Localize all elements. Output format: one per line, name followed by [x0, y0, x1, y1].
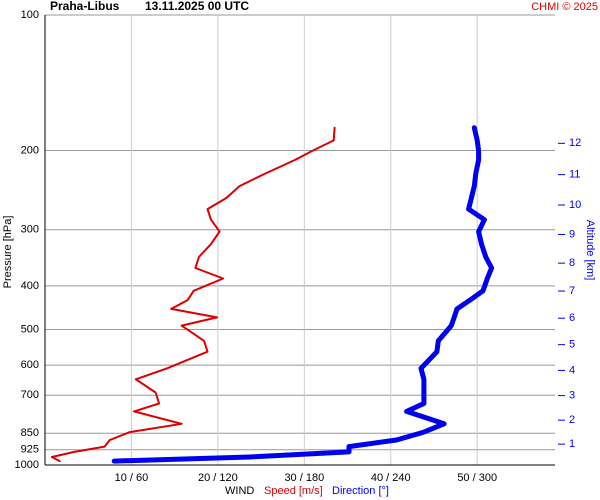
x-axis-label: WIND	[225, 485, 254, 497]
y2-tick-label: 10	[569, 199, 581, 211]
y-tick-label: 300	[21, 224, 39, 236]
y2-tick-label: 9	[569, 228, 575, 240]
y-tick-label: 100	[21, 9, 39, 21]
y-tick-label: 600	[21, 359, 39, 371]
y2-tick-label: 11	[569, 169, 580, 181]
y2-tick-label: 12	[569, 137, 581, 149]
y2-tick-label: 4	[569, 364, 575, 376]
y2-tick-label: 7	[569, 285, 575, 297]
y2-tick-label: 8	[569, 257, 575, 269]
chart-subtitle: 13.11.2025 00 UTC	[145, 0, 249, 13]
x-tick-label: 40 / 240	[371, 472, 411, 484]
legend-entry: Speed [m/s]	[264, 485, 323, 497]
x-tick-label: 10 / 60	[115, 472, 149, 484]
y2-tick-label: 2	[569, 414, 575, 426]
y2-tick-label: 6	[569, 312, 575, 324]
y2-tick-label: 5	[569, 339, 575, 351]
series-line	[111, 125, 495, 464]
y-tick-label: 700	[21, 389, 39, 401]
series-line	[50, 126, 336, 463]
chart-title: Praha-Libus	[50, 0, 120, 13]
x-tick-label: 50 / 300	[457, 472, 497, 484]
y-tick-label: 200	[21, 144, 39, 156]
credit: CHMI © 2025	[531, 1, 598, 13]
x-tick-label: 20 / 120	[198, 472, 238, 484]
y2-tick-label: 1	[569, 438, 575, 450]
y2-tick-label: 3	[569, 390, 575, 402]
y-tick-label: 1000	[15, 459, 39, 471]
y-tick-label: 925	[21, 444, 39, 456]
y-tick-label: 500	[21, 323, 39, 335]
legend-entry: Direction [°]	[332, 485, 389, 497]
y-tick-label: 850	[21, 427, 39, 439]
y-axis-label: Pressure [hPa]	[2, 216, 14, 289]
y-tick-label: 400	[21, 280, 39, 292]
x-tick-label: 30 / 180	[284, 472, 324, 484]
y2-axis-label: Altitude [km]	[584, 220, 596, 281]
